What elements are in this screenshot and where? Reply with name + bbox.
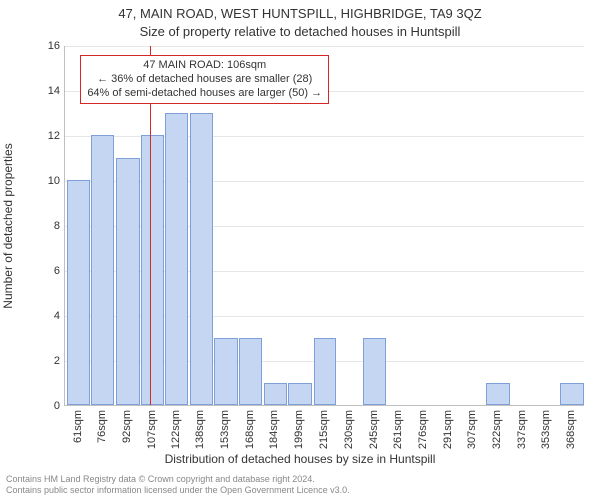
x-axis-label: Distribution of detached houses by size … (0, 452, 600, 466)
y-tick-label: 6 (54, 265, 60, 277)
x-tick-label: 276sqm (417, 410, 429, 449)
x-tick-label: 230sqm (343, 410, 355, 449)
y-tick-label: 16 (48, 40, 60, 52)
x-tick-label: 76sqm (96, 410, 108, 443)
y-axis-label: Number of detached properties (1, 143, 15, 308)
histogram-bar (116, 158, 140, 406)
histogram-bar (141, 135, 164, 405)
histogram-bar (363, 338, 386, 406)
y-tick-label: 14 (48, 85, 60, 97)
x-tick-label: 261sqm (392, 410, 404, 449)
x-tick-label: 337sqm (516, 410, 528, 449)
histogram-bar (239, 338, 262, 406)
y-tick-label: 8 (54, 220, 60, 232)
histogram-bar (190, 113, 213, 406)
annotation-line: 47 MAIN ROAD: 106sqm (87, 59, 322, 73)
chart-subtitle: Size of property relative to detached ho… (0, 24, 600, 39)
x-tick-label: 307sqm (466, 410, 478, 449)
y-tick-label: 12 (48, 130, 60, 142)
histogram-bar (214, 338, 238, 406)
x-tick-label: 368sqm (565, 410, 577, 449)
x-tick-label: 353sqm (540, 410, 552, 449)
y-tick-label: 0 (54, 400, 60, 412)
x-tick-label: 168sqm (244, 410, 256, 449)
plot-area: 47 MAIN ROAD: 106sqm← 36% of detached ho… (64, 46, 584, 406)
x-tick-label: 245sqm (368, 410, 380, 449)
x-tick-label: 138sqm (194, 410, 206, 449)
annotation-box: 47 MAIN ROAD: 106sqm← 36% of detached ho… (80, 55, 329, 104)
histogram-bar (560, 383, 584, 406)
histogram-bar (264, 383, 287, 406)
x-tick-label: 184sqm (268, 410, 280, 449)
histogram-bar (91, 135, 114, 405)
x-tick-label: 61sqm (72, 410, 84, 443)
chart-title: 47, MAIN ROAD, WEST HUNTSPILL, HIGHBRIDG… (0, 6, 600, 21)
y-tick-label: 4 (54, 310, 60, 322)
annotation-line: ← 36% of detached houses are smaller (28… (87, 73, 322, 87)
histogram-bar (486, 383, 510, 406)
x-tick-label: 199sqm (293, 410, 305, 449)
histogram-bar (314, 338, 337, 406)
x-tick-label: 215sqm (318, 410, 330, 449)
y-tick-label: 2 (54, 355, 60, 367)
x-tick-label: 291sqm (442, 410, 454, 449)
gridline (65, 46, 584, 47)
annotation-line: 64% of semi-detached houses are larger (… (87, 87, 322, 101)
footer: Contains HM Land Registry data © Crown c… (6, 474, 594, 496)
x-tick-label: 107sqm (146, 410, 158, 449)
x-tick-label: 153sqm (219, 410, 231, 449)
histogram-bar (288, 383, 312, 406)
histogram-bar (67, 180, 90, 405)
y-tick-label: 10 (48, 175, 60, 187)
footer-line-2: Contains public sector information licen… (6, 485, 594, 496)
x-tick-label: 322sqm (491, 410, 503, 449)
histogram-bar (165, 113, 188, 406)
chart-root: 47, MAIN ROAD, WEST HUNTSPILL, HIGHBRIDG… (0, 0, 600, 500)
x-tick-label: 92sqm (121, 410, 133, 443)
x-tick-label: 122sqm (170, 410, 182, 449)
footer-line-1: Contains HM Land Registry data © Crown c… (6, 474, 594, 485)
